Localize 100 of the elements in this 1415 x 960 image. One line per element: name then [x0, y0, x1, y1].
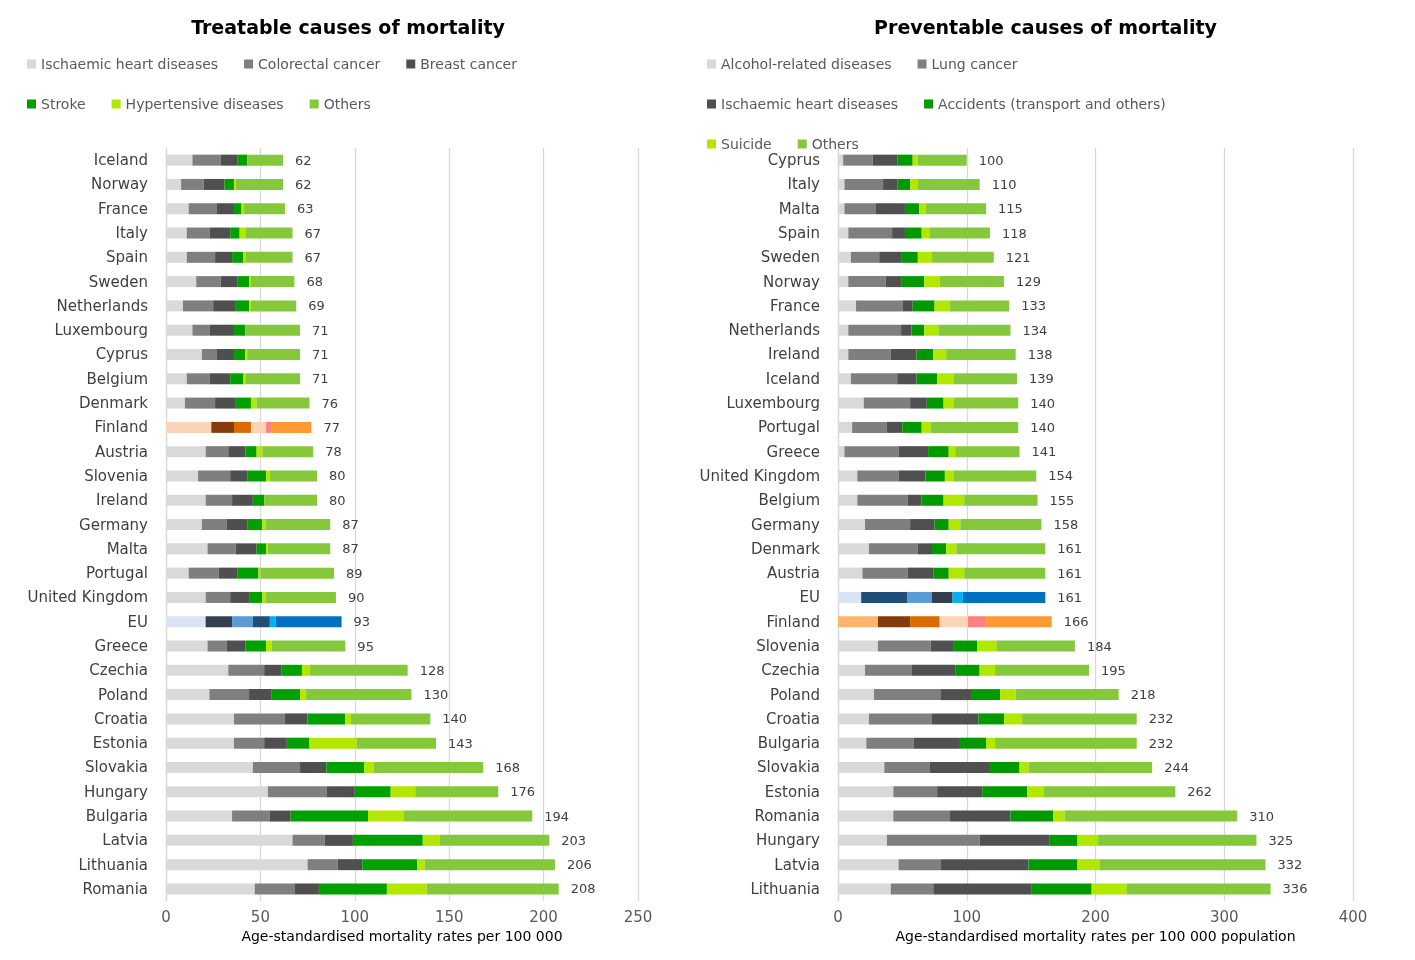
- y-tick-label: Cyprus: [95, 345, 149, 364]
- bar: [982, 786, 1028, 798]
- bar: [228, 664, 265, 676]
- legend-label: Hypertensive diseases: [125, 96, 284, 112]
- bar: [226, 640, 246, 652]
- bar: [211, 421, 234, 433]
- bar: [305, 689, 412, 701]
- y-tick-label: Denmark: [751, 539, 821, 558]
- bar: [201, 349, 217, 360]
- bar: [917, 543, 932, 555]
- bar: [919, 203, 926, 215]
- y-tick-label: Italy: [787, 175, 821, 194]
- bar: [955, 664, 980, 676]
- total-label: 100: [978, 152, 1004, 168]
- x-tick-label: 0: [161, 907, 171, 926]
- y-tick-label: Latvia: [774, 855, 820, 874]
- bar: [910, 519, 935, 531]
- bar: [904, 227, 922, 239]
- bar: [933, 883, 1032, 895]
- total-label: 161: [1057, 589, 1083, 605]
- bar: [207, 543, 236, 555]
- bar: [230, 470, 248, 482]
- bar: [848, 324, 902, 336]
- bar: [254, 883, 295, 895]
- bar: [209, 373, 231, 385]
- bar: [415, 786, 499, 798]
- bar: [907, 591, 932, 603]
- bar: [188, 567, 219, 579]
- bar: [220, 276, 238, 288]
- total-label: 232: [1148, 711, 1174, 727]
- bar: [356, 737, 436, 749]
- bar: [995, 737, 1137, 749]
- bar: [1015, 689, 1119, 701]
- bar: [910, 397, 927, 409]
- y-tick-label: Germany: [79, 515, 149, 534]
- bar: [885, 276, 902, 288]
- bar: [950, 300, 1010, 312]
- bar: [271, 689, 301, 701]
- bar: [934, 519, 949, 531]
- bar: [898, 859, 941, 871]
- bar: [893, 810, 951, 822]
- bar: [877, 616, 911, 628]
- bar: [913, 737, 960, 749]
- bar: [290, 810, 369, 822]
- bar: [857, 470, 899, 482]
- total-label: 184: [1086, 638, 1112, 654]
- total-label: 130: [423, 687, 449, 703]
- bar: [1022, 713, 1137, 725]
- y-tick-label: Lithuania: [78, 855, 148, 874]
- y-tick-label: Cyprus: [767, 151, 821, 170]
- total-label: 110: [991, 176, 1017, 192]
- bar: [931, 591, 953, 603]
- y-tick-label: Ireland: [768, 345, 820, 364]
- bar: [902, 300, 913, 312]
- total-label: 155: [1049, 492, 1075, 508]
- total-label: 325: [1268, 832, 1294, 848]
- y-tick-label: Estonia: [92, 734, 148, 753]
- bar: [426, 883, 559, 895]
- bar: [925, 470, 945, 482]
- y-tick-label: Portugal: [757, 418, 820, 437]
- y-tick-label: Romania: [754, 807, 820, 826]
- bar: [318, 883, 387, 895]
- total-label: 203: [561, 832, 587, 848]
- legend-label: Suicide: [721, 136, 772, 152]
- bar: [893, 786, 938, 798]
- bar: [235, 178, 284, 190]
- bar: [977, 640, 997, 652]
- bar: [917, 251, 932, 263]
- bar: [215, 397, 236, 409]
- total-label: 310: [1249, 808, 1274, 824]
- bar: [262, 591, 267, 603]
- y-tick-label: Norway: [91, 175, 149, 194]
- bar: [351, 713, 431, 725]
- bar: [262, 446, 314, 458]
- bar: [188, 203, 217, 215]
- bar: [937, 786, 983, 798]
- total-label: 244: [1164, 759, 1189, 775]
- total-label: 67: [304, 225, 322, 241]
- bar: [979, 664, 996, 676]
- bar: [220, 154, 238, 166]
- bar: [1053, 810, 1065, 822]
- bar: [968, 616, 987, 628]
- bar: [166, 421, 212, 433]
- bar: [910, 178, 918, 190]
- bar: [192, 324, 210, 336]
- bar: [901, 276, 925, 288]
- bar: [848, 349, 891, 360]
- total-label: 139: [1028, 371, 1054, 387]
- bar: [883, 178, 898, 190]
- bar: [857, 494, 908, 506]
- total-label: 118: [1001, 225, 1027, 241]
- bar: [863, 397, 911, 409]
- total-label: 90: [347, 589, 365, 605]
- bar: [260, 567, 335, 579]
- bar: [1049, 834, 1078, 846]
- bar: [921, 227, 930, 239]
- bar: [364, 761, 374, 773]
- bar: [186, 373, 210, 385]
- bar: [233, 203, 242, 215]
- bar: [250, 421, 267, 433]
